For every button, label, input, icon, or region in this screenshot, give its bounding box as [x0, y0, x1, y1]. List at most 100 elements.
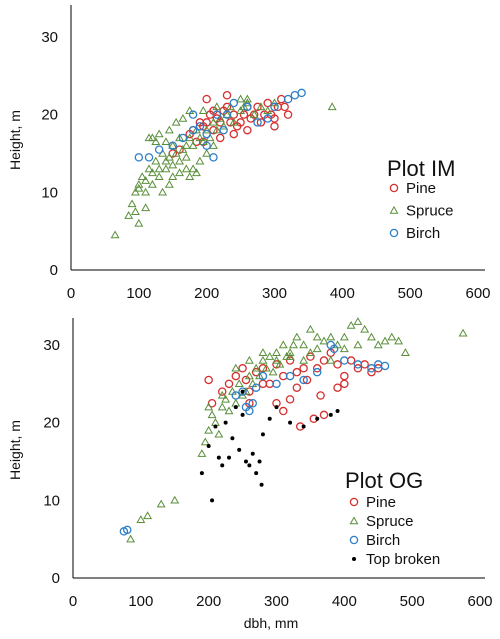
- point-spruce: [188, 141, 198, 149]
- point-spruce: [380, 336, 390, 345]
- point-pine: [340, 371, 349, 381]
- point-birch: [209, 153, 218, 162]
- point-spruce: [319, 336, 329, 345]
- point-birch: [134, 153, 144, 162]
- point-top-broken: [260, 432, 265, 437]
- point-spruce: [272, 348, 281, 356]
- point-birch: [178, 133, 188, 143]
- point-top-broken: [216, 455, 221, 460]
- point-spruce: [221, 394, 231, 403]
- point-pine: [353, 364, 363, 373]
- point-spruce: [164, 152, 174, 161]
- point-spruce: [170, 495, 180, 504]
- point-spruce: [299, 340, 309, 349]
- y-tick-label: 30: [41, 29, 58, 46]
- point-spruce: [326, 332, 336, 341]
- point-spruce: [130, 207, 140, 215]
- point-spruce: [210, 418, 220, 426]
- point-top-broken: [223, 420, 228, 425]
- legend: Plot OG Pine Spruce Birch Top broken: [345, 468, 440, 568]
- legend-marker-top-broken: [352, 557, 356, 561]
- point-birch: [229, 98, 239, 108]
- point-spruce: [154, 129, 164, 138]
- point-birch: [245, 406, 254, 416]
- point-pine: [299, 364, 308, 373]
- point-spruce: [249, 110, 259, 118]
- point-top-broken: [237, 447, 242, 452]
- legend-label-pine: Pine: [366, 494, 396, 511]
- x-tick-label: 300: [262, 285, 287, 302]
- point-birch: [238, 387, 247, 396]
- point-spruce: [346, 320, 356, 329]
- x-axis-label: dbh, mm: [244, 615, 298, 631]
- point-birch: [222, 110, 232, 119]
- x-tick-label: 400: [332, 593, 357, 610]
- point-pine: [316, 391, 325, 400]
- point-pine: [272, 360, 281, 369]
- point-top-broken: [288, 420, 293, 425]
- point-birch: [154, 145, 164, 154]
- legend-title: Plot OG: [345, 468, 423, 493]
- point-birch: [251, 383, 261, 392]
- point-spruce: [242, 94, 252, 103]
- point-spruce: [175, 168, 184, 177]
- legend: Plot IM Pine Spruce Birch: [387, 156, 455, 242]
- legend-marker-birch: [349, 535, 359, 545]
- point-pine: [229, 110, 239, 119]
- legend-label-spruce: Spruce: [366, 513, 414, 530]
- point-spruce: [202, 125, 212, 134]
- point-spruce: [400, 348, 410, 356]
- point-pine: [217, 387, 227, 396]
- point-spruce: [143, 511, 153, 520]
- x-tick-label: 400: [330, 285, 355, 302]
- point-spruce: [353, 317, 363, 325]
- point-spruce: [458, 328, 468, 337]
- point-spruce: [158, 187, 168, 196]
- point-birch: [219, 125, 228, 135]
- point-spruce: [192, 168, 201, 177]
- point-top-broken: [233, 405, 238, 410]
- point-birch: [312, 367, 322, 377]
- point-pine: [283, 110, 293, 119]
- point-birch: [340, 356, 349, 365]
- point-pine: [346, 356, 356, 365]
- legend-label-pine: Pine: [406, 180, 436, 197]
- point-top-broken: [267, 416, 272, 421]
- point-pine: [243, 125, 252, 135]
- point-spruce: [312, 332, 322, 341]
- x-tick-label: 600: [465, 285, 490, 302]
- point-spruce: [244, 371, 254, 380]
- point-spruce: [326, 355, 336, 364]
- point-spruce: [134, 179, 144, 188]
- point-top-broken: [257, 459, 262, 464]
- y-tick-label: 20: [41, 107, 58, 124]
- point-spruce: [141, 187, 151, 196]
- point-spruce: [305, 348, 315, 356]
- point-birch: [290, 91, 300, 100]
- point-spruce: [278, 340, 288, 349]
- point-spruce: [231, 363, 241, 372]
- y-tick-label: 10: [41, 184, 58, 201]
- point-pine: [204, 375, 213, 385]
- point-birch: [212, 110, 222, 119]
- point-spruce: [127, 199, 137, 208]
- point-spruce: [181, 141, 191, 149]
- point-birch: [123, 525, 132, 535]
- point-spruce: [305, 324, 315, 333]
- point-spruce: [224, 406, 234, 415]
- point-spruce: [270, 98, 279, 107]
- point-top-broken: [315, 416, 320, 421]
- point-spruce: [198, 106, 208, 114]
- point-spruce: [212, 125, 222, 134]
- point-spruce: [387, 332, 397, 341]
- point-spruce: [312, 344, 322, 353]
- point-pine: [239, 110, 249, 119]
- point-pine: [319, 410, 329, 420]
- x-tick-label: 0: [69, 593, 77, 610]
- point-spruce: [124, 211, 134, 219]
- point-spruce: [327, 102, 337, 111]
- point-pine: [360, 360, 369, 369]
- point-spruce: [299, 355, 309, 364]
- point-spruce: [208, 141, 218, 149]
- point-spruce: [268, 367, 278, 376]
